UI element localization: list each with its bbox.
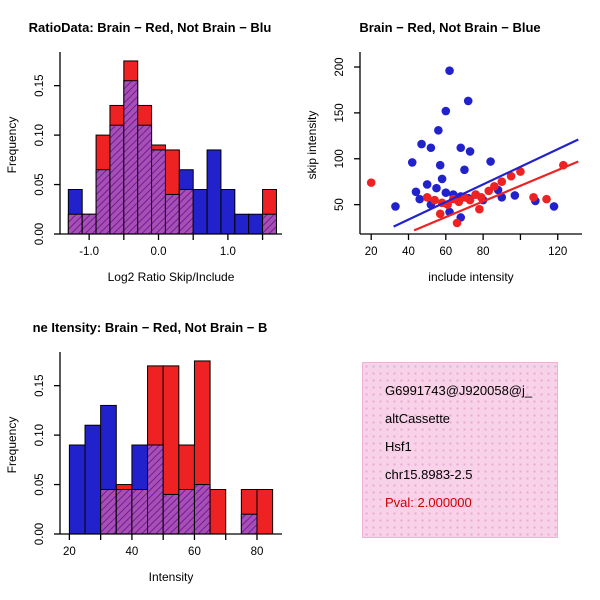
svg-text:80: 80 bbox=[251, 546, 264, 558]
svg-text:include intensity: include intensity bbox=[428, 270, 513, 284]
svg-text:Brain − Red, Not Brain − Blue: Brain − Red, Not Brain − Blue bbox=[359, 20, 540, 35]
svg-text:120: 120 bbox=[548, 246, 567, 258]
svg-text:0.15: 0.15 bbox=[34, 374, 46, 396]
svg-text:0.05: 0.05 bbox=[34, 173, 46, 195]
histogram-bars bbox=[68, 360, 274, 535]
svg-text:40: 40 bbox=[402, 246, 415, 258]
svg-text:0.10: 0.10 bbox=[34, 424, 46, 446]
svg-text:50: 50 bbox=[334, 198, 346, 211]
axes bbox=[54, 52, 282, 240]
svg-text:0.00: 0.00 bbox=[34, 223, 46, 245]
svg-text:60: 60 bbox=[439, 246, 452, 258]
svg-text:Frequency: Frequency bbox=[5, 117, 19, 174]
event-info-box: G6991743@J920058@j_ altCassette Hsf1 chr… bbox=[362, 362, 558, 538]
svg-text:0.00: 0.00 bbox=[34, 523, 46, 545]
svg-text:-1.0: -1.0 bbox=[79, 246, 99, 258]
svg-text:20: 20 bbox=[365, 246, 378, 258]
svg-text:0.10: 0.10 bbox=[34, 124, 46, 146]
svg-text:0.15: 0.15 bbox=[34, 74, 46, 96]
intensity-scatter-chart: Brain − Red, Not Brain − Blue include int… bbox=[305, 20, 582, 284]
event-id-text: G6991743@J920058@j_ bbox=[385, 383, 533, 398]
gene-name-text: Hsf1 bbox=[385, 439, 412, 454]
svg-text:Frequency: Frequency bbox=[5, 417, 19, 474]
regression-lines bbox=[393, 138, 579, 232]
axes bbox=[354, 52, 582, 240]
svg-text:Log2 Ratio Skip/Include: Log2 Ratio Skip/Include bbox=[108, 270, 235, 284]
event-type-text: altCassette bbox=[385, 411, 451, 426]
svg-text:1.0: 1.0 bbox=[220, 246, 236, 258]
svg-text:20: 20 bbox=[63, 546, 76, 558]
axes bbox=[54, 352, 282, 540]
ratio-histogram-chart: RatioData: Brain − Red, Not Brain − Blu L… bbox=[5, 20, 282, 284]
svg-text:60: 60 bbox=[188, 546, 201, 558]
locus-text: chr15.8983-2.5 bbox=[385, 467, 473, 482]
svg-text:0.0: 0.0 bbox=[151, 246, 167, 258]
histogram-bars bbox=[67, 60, 277, 235]
svg-text:40: 40 bbox=[126, 546, 139, 558]
svg-text:200: 200 bbox=[334, 57, 346, 76]
svg-text:skip intensity: skip intensity bbox=[305, 111, 319, 180]
svg-text:ne Itensity: Brain − Red, Not: ne Itensity: Brain − Red, Not Brain − B bbox=[33, 320, 268, 335]
svg-text:150: 150 bbox=[334, 103, 346, 122]
svg-text:RatioData: Brain − Red, Not Br: RatioData: Brain − Red, Not Brain − Blu bbox=[29, 20, 272, 35]
svg-text:Intensity: Intensity bbox=[149, 570, 194, 584]
scatter-points bbox=[366, 66, 568, 228]
svg-text:0.05: 0.05 bbox=[34, 473, 46, 495]
svg-text:80: 80 bbox=[477, 246, 490, 258]
svg-text:100: 100 bbox=[334, 149, 346, 168]
gene-intensity-histogram-chart: ne Itensity: Brain − Red, Not Brain − B I… bbox=[5, 320, 282, 584]
pval-text: Pval: 2.000000 bbox=[385, 495, 472, 510]
